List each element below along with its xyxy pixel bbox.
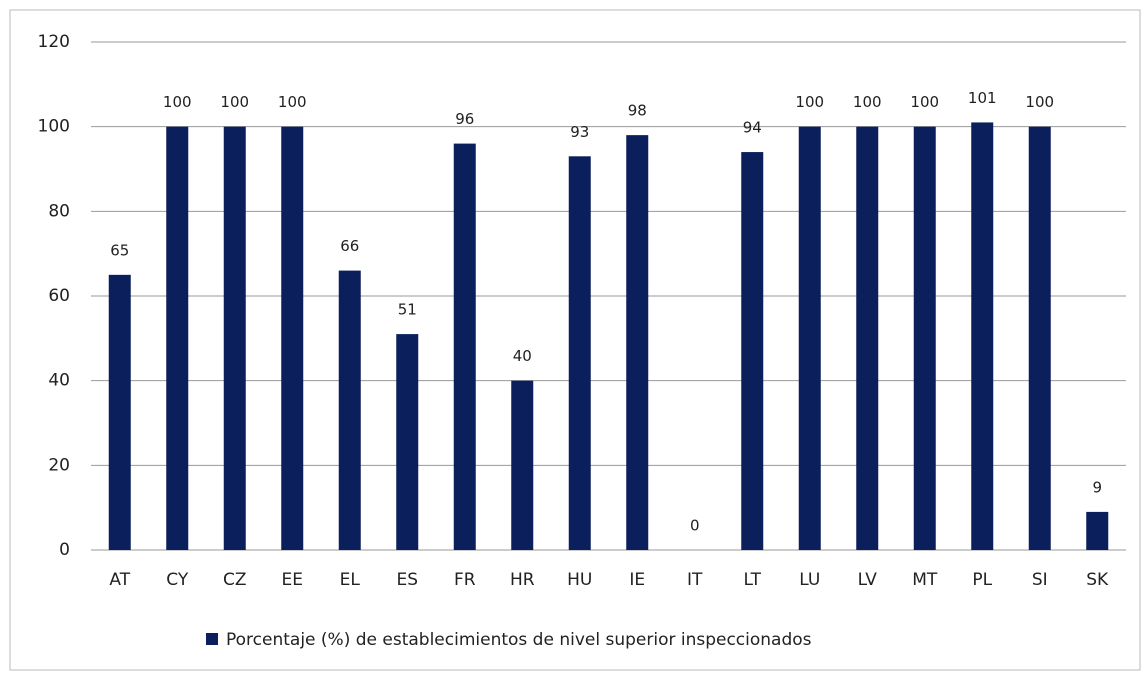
y-tick-label: 100 <box>38 117 70 137</box>
chart-border <box>9 9 1141 671</box>
value-label: 100 <box>163 93 192 111</box>
bar <box>453 143 476 550</box>
legend-label: Porcentaje (%) de establecimientos de ni… <box>226 630 812 650</box>
x-tick-label: LV <box>858 570 878 590</box>
value-label: 100 <box>910 93 939 111</box>
y-tick-label: 120 <box>38 32 70 52</box>
value-label: 96 <box>455 110 474 128</box>
x-tick-label: ES <box>396 570 418 590</box>
y-tick-label: 20 <box>48 455 70 475</box>
bar <box>971 122 994 550</box>
x-tick-label: MT <box>912 570 938 590</box>
value-label: 100 <box>278 93 307 111</box>
value-label: 100 <box>795 93 824 111</box>
bar <box>856 126 879 551</box>
x-tick-label: EE <box>282 570 303 590</box>
y-tick-label: 0 <box>59 540 70 560</box>
value-label: 93 <box>570 123 589 141</box>
value-label: 100 <box>220 93 249 111</box>
x-tick-label: PL <box>972 570 992 590</box>
y-tick-label: 40 <box>48 371 70 391</box>
x-tick-label: IE <box>629 570 645 590</box>
value-label: 101 <box>968 89 997 107</box>
value-label: 0 <box>690 517 700 535</box>
bar <box>741 152 764 551</box>
value-label: 100 <box>1025 93 1054 111</box>
y-tick-label: 80 <box>48 201 70 221</box>
legend-swatch <box>206 633 218 645</box>
bar <box>1086 511 1109 550</box>
value-label: 94 <box>743 119 762 137</box>
bar <box>568 156 591 551</box>
x-tick-label: CZ <box>223 570 247 590</box>
x-tick-label: HR <box>510 570 535 590</box>
x-tick-label: EL <box>340 570 361 590</box>
x-tick-label: LU <box>799 570 820 590</box>
bar <box>798 126 821 551</box>
x-tick-label: LT <box>743 570 761 590</box>
bar <box>396 334 419 550</box>
bar <box>913 126 936 551</box>
x-tick-label: SK <box>1086 570 1109 590</box>
bar <box>108 274 131 550</box>
bar <box>511 380 534 550</box>
value-label: 98 <box>628 102 647 120</box>
value-label: 65 <box>110 241 129 259</box>
value-label: 51 <box>398 301 417 319</box>
bar <box>166 126 189 551</box>
bar <box>338 270 361 550</box>
y-tick-label: 60 <box>48 286 70 306</box>
value-label: 40 <box>513 347 532 365</box>
x-tick-label: CY <box>166 570 189 590</box>
value-label: 66 <box>340 237 359 255</box>
bar <box>626 135 649 550</box>
x-tick-label: FR <box>454 570 476 590</box>
bar <box>281 126 304 551</box>
value-label: 9 <box>1092 478 1102 496</box>
x-tick-label: IT <box>687 570 703 590</box>
x-tick-label: SI <box>1032 570 1048 590</box>
x-tick-label: HU <box>567 570 592 590</box>
x-tick-label: AT <box>109 570 130 590</box>
bar <box>1028 126 1051 551</box>
value-label: 100 <box>853 93 882 111</box>
bar <box>223 126 246 551</box>
